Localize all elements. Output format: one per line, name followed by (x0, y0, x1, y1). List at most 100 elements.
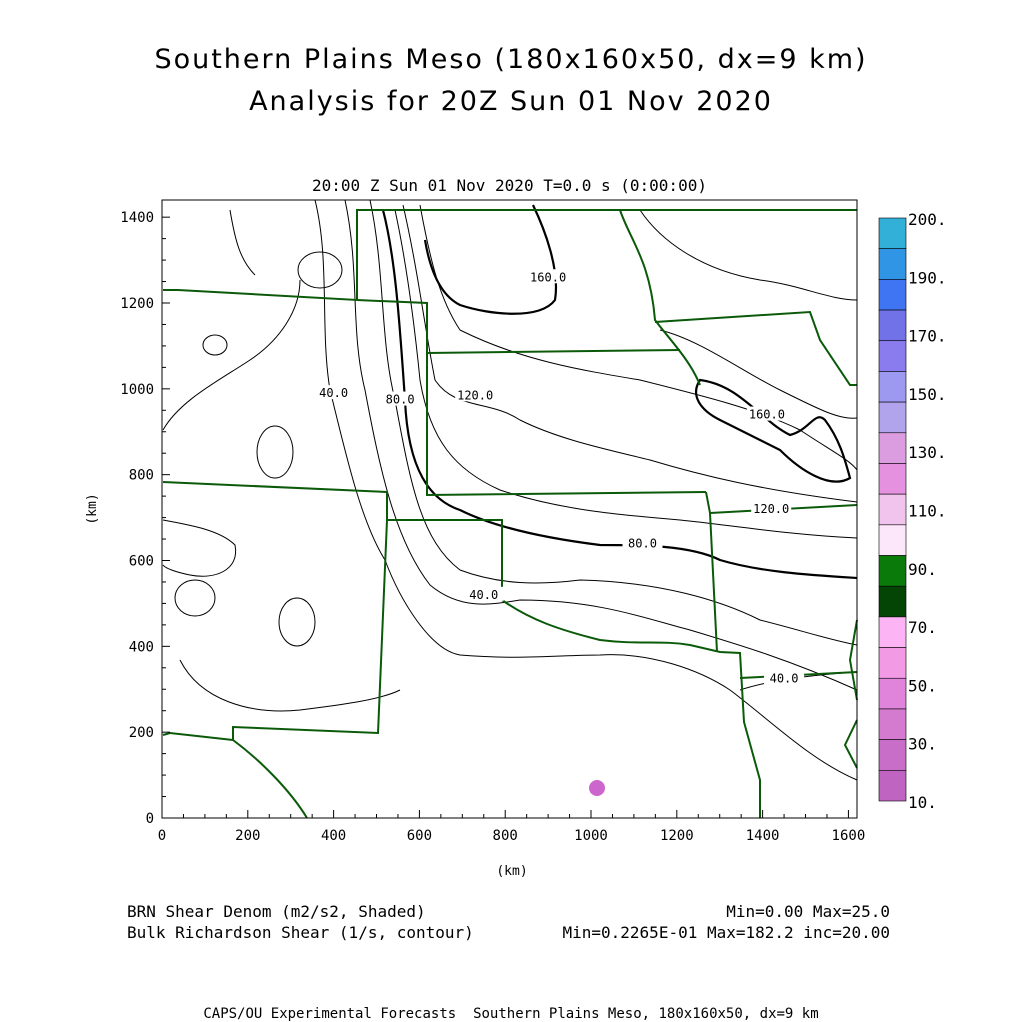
x-tick-label: 1600 (832, 828, 866, 844)
y-tick-label: 600 (129, 554, 154, 570)
border-red-river (501, 599, 761, 818)
colorbar-level-label: 30. (908, 735, 937, 754)
colorbar-level-label: 190. (908, 268, 947, 287)
border-east-arkansas (705, 491, 718, 653)
y-tick-label: 800 (129, 468, 154, 484)
x-tick-label: 1400 (746, 828, 780, 844)
colorbar-level-label: 130. (908, 443, 947, 462)
colorbar-swatch (878, 770, 907, 802)
contour-west-1 (162, 519, 237, 577)
legend-shaded-range: Min=0.00 Max=25.0 (726, 902, 890, 921)
contour-140 (419, 204, 858, 471)
colorbar-swatch (878, 217, 907, 249)
contour-label: 40.0 (469, 588, 498, 602)
y-tick-label: 1000 (120, 382, 154, 398)
contour-south-1 (179, 659, 401, 712)
contour-closed-1 (297, 251, 343, 289)
contour-label-bg (764, 670, 805, 685)
colorbar-swatch (878, 585, 907, 618)
colorbar-swatch (878, 647, 907, 679)
colorbar-swatch (878, 371, 907, 403)
contour-label-bg (528, 269, 569, 284)
contour-120-east (659, 329, 858, 419)
contour-closed-3 (256, 425, 294, 479)
contour-label: 160.0 (530, 270, 566, 284)
colorbar-level-label: 110. (908, 502, 947, 521)
colorbar-swatch (878, 340, 907, 372)
contour-label: 40.0 (770, 672, 799, 686)
x-tick-label: 400 (321, 828, 346, 844)
contour-label-bg (746, 406, 787, 421)
colorbar-swatch (878, 248, 907, 280)
y-tick-label: 200 (129, 725, 154, 741)
contour-label-bg (455, 387, 496, 402)
contour-lines (162, 199, 858, 781)
colorbar-swatch (878, 677, 907, 710)
map-frame (161, 199, 858, 819)
colorbar-swatch (878, 401, 907, 434)
colorbar-swatch (878, 555, 907, 587)
colorbar-swatch (878, 309, 907, 342)
contour-160-north (423, 204, 557, 315)
contour-60-a (344, 199, 858, 691)
colorbar-swatch (878, 493, 907, 526)
contour-140-east (639, 209, 858, 301)
contour-north-1 (229, 209, 256, 276)
footer-credit: CAPS/OU Experimental Forecasts Southern … (203, 1006, 819, 1022)
contour-label: 80.0 (628, 536, 657, 550)
color-bar: 200. 190. 170. 150. 130. 110. 90. 70. 50. 30. 10. (878, 210, 947, 812)
contour-160-east (694, 378, 852, 483)
shaded-blob (589, 780, 605, 796)
colorbar-swatch (878, 279, 907, 311)
colorbar-level-label: 150. (908, 385, 947, 404)
contour-labels: 160.0 160.0 120.0 120.0 80.0 80.0 40.0 40.0 40.0 (313, 269, 805, 686)
y-tick-label: 0 (146, 811, 154, 827)
y-axis-label: (km) (85, 493, 100, 524)
colorbar-level-label: 170. (908, 327, 947, 346)
contour-100 (394, 209, 858, 539)
colorbar-level-label: 10. (908, 793, 937, 812)
x-axis-ticks: 0 200 400 600 800 1000 1200 1400 1600 (158, 810, 865, 844)
contour-label: 40.0 (319, 386, 348, 400)
x-tick-label: 800 (493, 828, 518, 844)
border-river-north (619, 209, 701, 386)
contour-label-bg (751, 501, 792, 515)
colorbar-swatch (878, 432, 907, 464)
border-missouri (654, 310, 857, 386)
x-tick-label: 1200 (660, 828, 694, 844)
x-tick-label: 200 (235, 828, 260, 844)
colorbar-swatch (878, 708, 907, 740)
colorbar-level-label: 50. (908, 676, 937, 695)
valid-time-label: 20:00 Z Sun 01 Nov 2020 T=0.0 s (0:00:00… (312, 176, 707, 195)
contour-label: 120.0 (457, 388, 493, 402)
contour-80-line (381, 209, 858, 580)
legend-contour-range: Min=0.2265E-01 Max=182.2 inc=20.00 (562, 923, 890, 942)
contour-60-b (369, 199, 858, 646)
contour-closed-5 (278, 597, 316, 647)
x-tick-label: 0 (158, 828, 166, 844)
colorbar-level-label: 90. (908, 560, 937, 579)
border-gulf (232, 739, 308, 819)
border-upper-west (163, 209, 857, 302)
title-line-1: Southern Plains Meso (180x160x50, dx=9 k… (154, 44, 868, 75)
x-tick-label: 600 (407, 828, 432, 844)
legend-contour-name: Bulk Richardson Shear (1/s, contour) (127, 923, 474, 942)
title-line-2: Analysis for 20Z Sun 01 Nov 2020 (249, 86, 773, 117)
border-panhandle (162, 519, 388, 742)
border-lower-west (162, 481, 503, 600)
colorbar-swatch (878, 463, 907, 495)
contour-label-bg (463, 586, 504, 601)
x-tick-label: 1000 (574, 828, 608, 844)
colorbar-level-label: 200. (908, 210, 947, 229)
state-borders (162, 209, 858, 819)
border-north-mid (426, 349, 681, 354)
contour-label: 160.0 (749, 408, 785, 422)
y-tick-label: 1200 (120, 296, 154, 312)
border-east-edge (843, 619, 858, 769)
contour-label-bg (313, 385, 354, 400)
colorbar-swatch (878, 739, 907, 771)
contour-label-bg (380, 391, 421, 406)
colorbar-level-label: 70. (908, 618, 937, 637)
y-tick-label: 1400 (120, 210, 154, 226)
